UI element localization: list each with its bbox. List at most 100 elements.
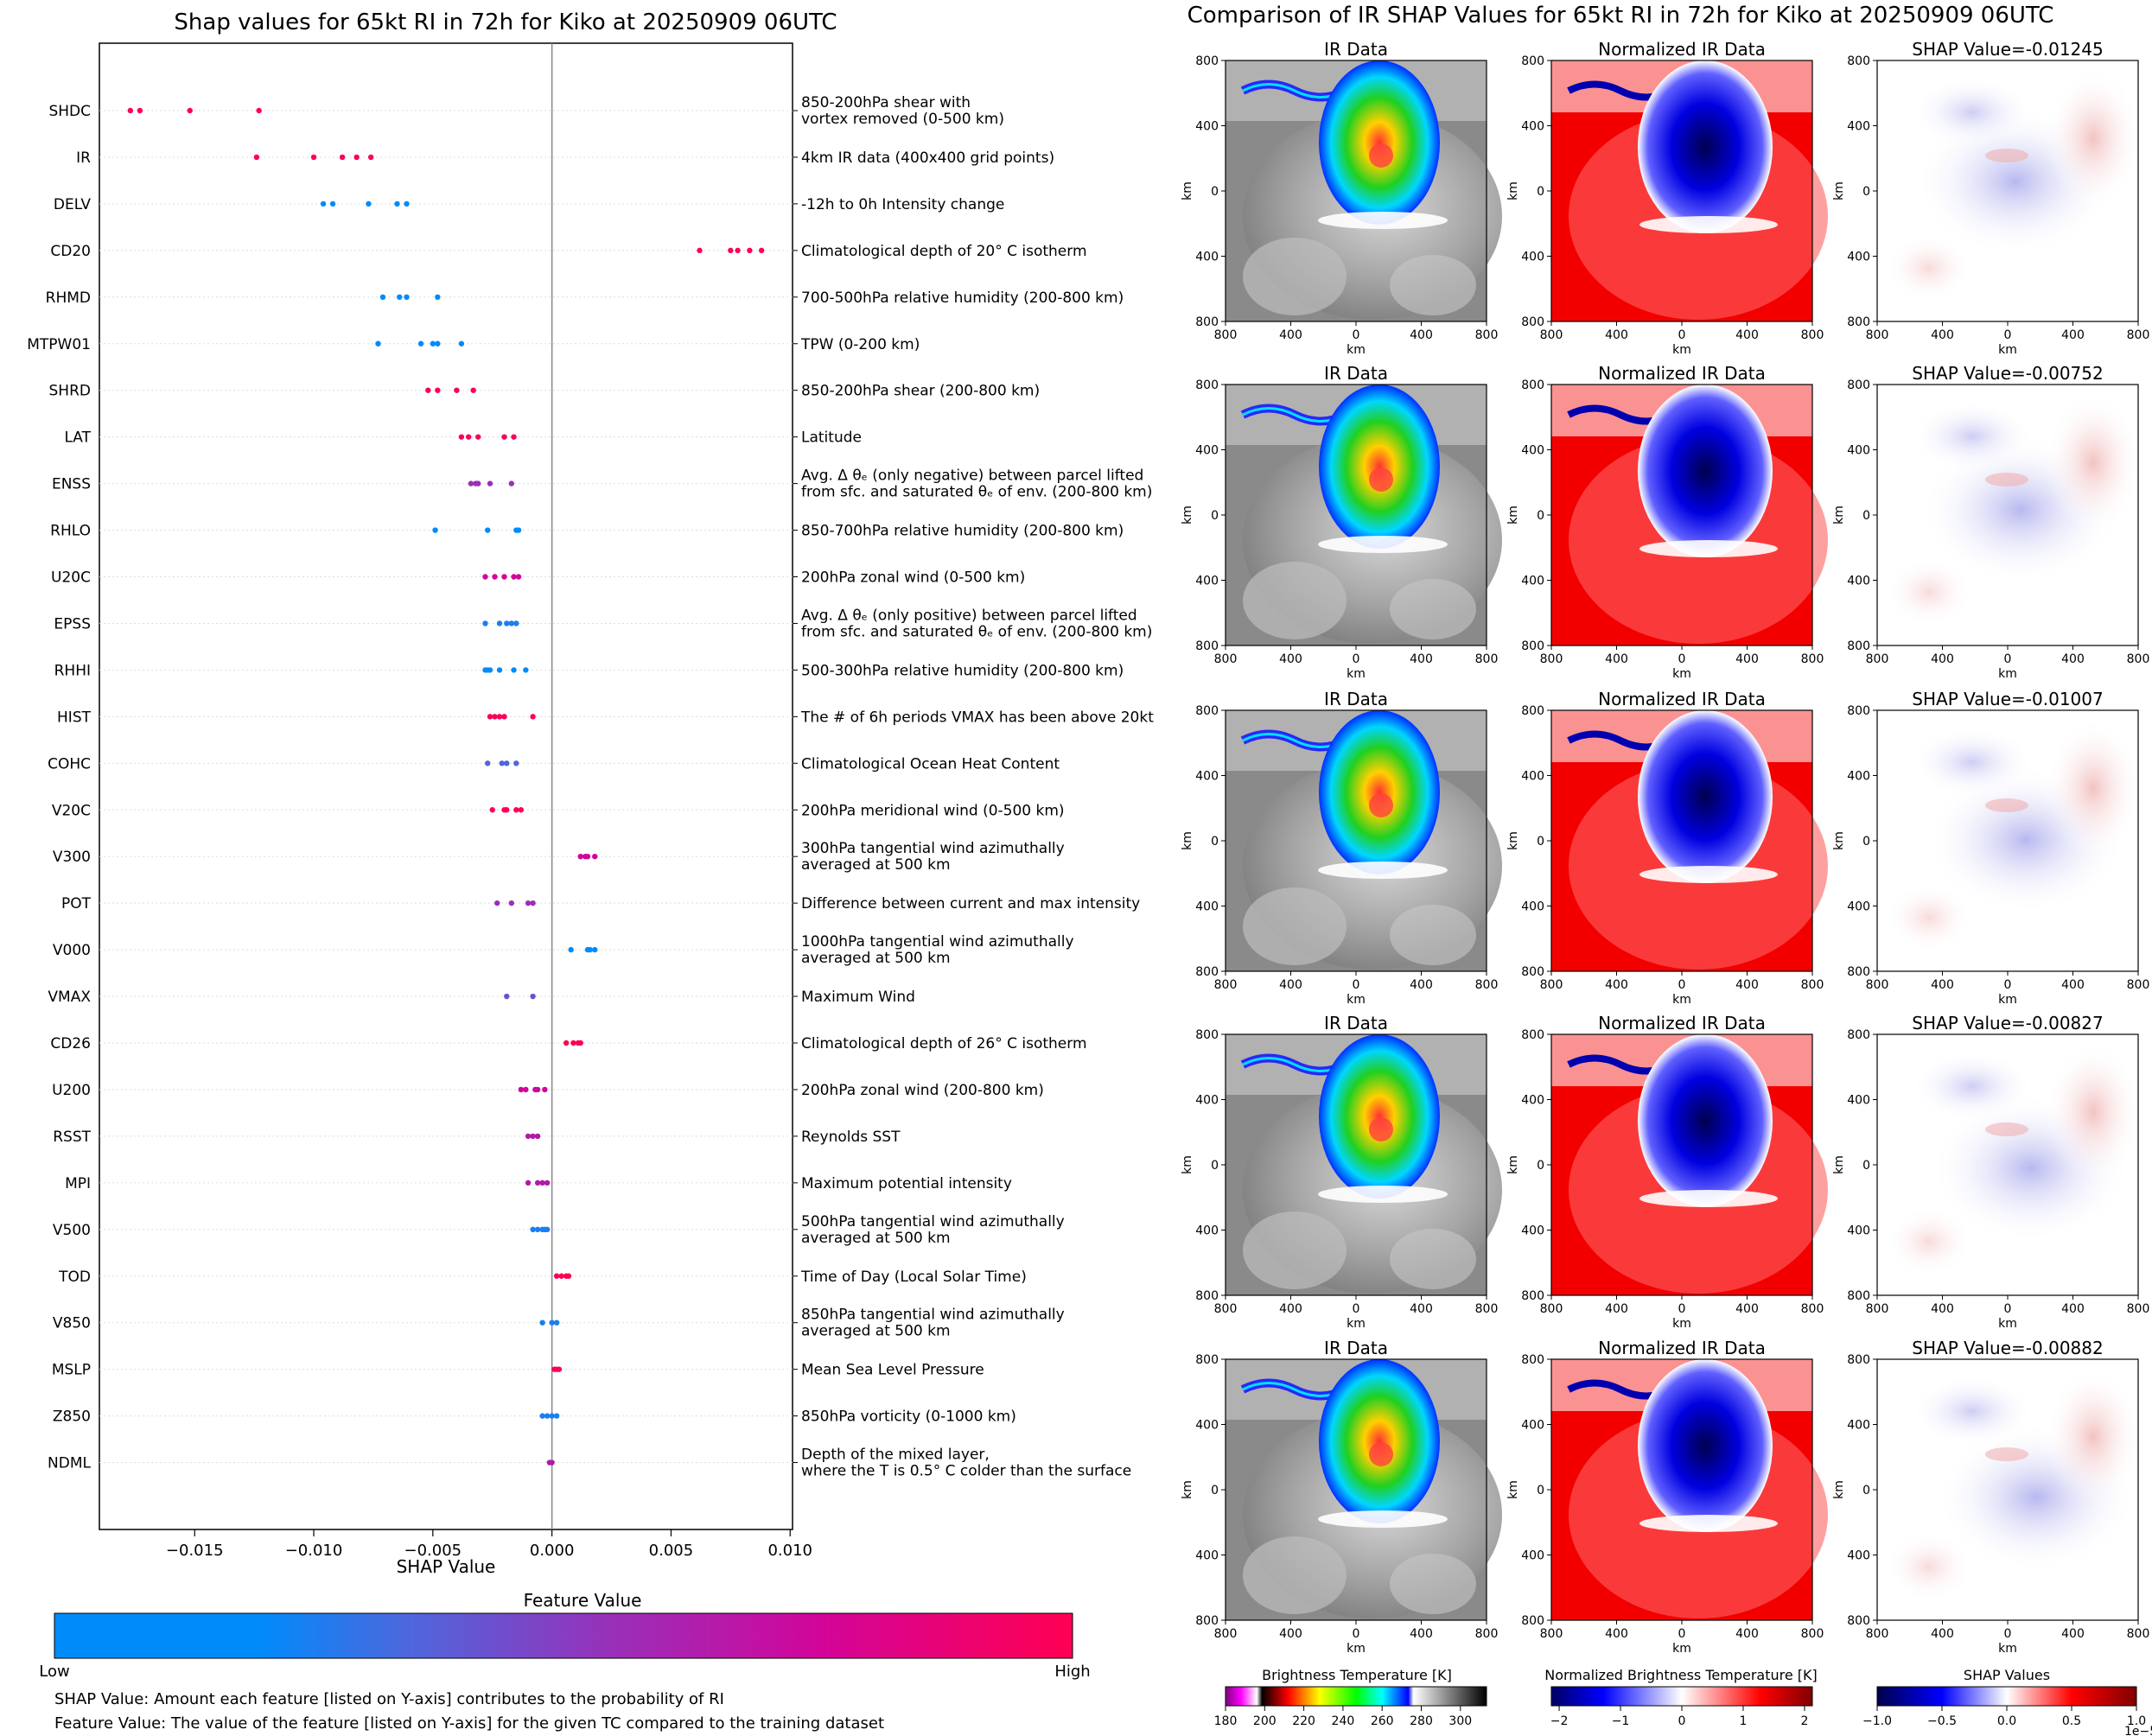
shap-point: [553, 1273, 560, 1279]
feature-description: -12h to 0h Intensity change: [801, 196, 1004, 213]
x-tick-label: 400: [2061, 1302, 2085, 1316]
y-tick-label: 800: [1847, 378, 1870, 392]
panel-title: IR Data: [1324, 39, 1388, 60]
cloud-field: [1390, 1229, 1476, 1289]
y-tick-label: 0: [1862, 1484, 1870, 1498]
shap-point: [404, 294, 410, 300]
norm-edge: [1639, 216, 1778, 233]
shap-point: [475, 434, 481, 440]
feature-name-label: EPSS: [54, 615, 91, 633]
x-tick-label: 400: [1605, 328, 1628, 342]
shap-point: [504, 620, 510, 626]
feature-name-label: RHLO: [50, 523, 91, 540]
cloud-edge: [1318, 1510, 1448, 1528]
shap-point: [496, 714, 503, 720]
panel-row: IR Data80080040040000400400800800kmkmNor…: [1181, 1013, 2149, 1331]
shap-point: [256, 107, 262, 114]
x-tick-label: 400: [1931, 652, 1954, 666]
x-tick-label: 400: [1931, 328, 1954, 342]
colorbar-tick-label: 280: [1410, 1714, 1433, 1728]
cloud-field: [1243, 1211, 1347, 1289]
shap-point: [530, 714, 536, 720]
feature-description: 850-700hPa relative humidity (200-800 km…: [801, 523, 1124, 540]
panel-row: IR Data80080040040000400400800800kmkmNor…: [1181, 1338, 2149, 1656]
storm-core: [1319, 1359, 1440, 1523]
x-tick-label: 400: [1605, 652, 1628, 666]
y-tick-label: 400: [1195, 575, 1219, 588]
shap-value-panel: SHAP Value=-0.00827800800400400004004008…: [1832, 1013, 2149, 1331]
norm-core: [1638, 1359, 1773, 1532]
y-tick-label: 800: [1847, 54, 1870, 68]
colorbar-tick-label: −1: [1612, 1714, 1630, 1728]
cloud-field: [1243, 238, 1347, 315]
y-tick-label: 800: [1195, 1028, 1219, 1042]
shap-point: [511, 667, 517, 673]
shap-point: [568, 946, 574, 953]
colorbar-tick-label: 0: [1678, 1714, 1686, 1728]
shap-point: [430, 340, 436, 347]
shap-point: [518, 807, 525, 813]
panel-title: IR Data: [1324, 363, 1388, 384]
shap-point: [253, 154, 260, 161]
feature-name-label: LAT: [64, 429, 91, 447]
shap-point: [553, 1413, 560, 1419]
x-tick-label: 800: [1540, 978, 1563, 992]
cloud-field: [1243, 1536, 1347, 1614]
shap-point: [435, 340, 441, 347]
colorbar-tick-label: −0.5: [1927, 1714, 1957, 1728]
x-axis-label: km: [1672, 1317, 1691, 1331]
shap-colorbar-title: SHAP Values: [1964, 1667, 2050, 1683]
shap-point: [728, 247, 734, 254]
feature-description: The # of 6h periods VMAX has been above …: [800, 709, 1154, 726]
y-tick-label: 400: [1195, 770, 1219, 784]
feature-description: Climatological depth of 20° C isotherm: [801, 243, 1087, 260]
y-tick-label: 400: [1521, 444, 1544, 458]
shap-point: [523, 1086, 529, 1093]
shap-positive-region: [2046, 393, 2141, 531]
colorbar-tick-label: −1.0: [1862, 1714, 1892, 1728]
norm-colorbar-title: Normalized Brightness Temperature [K]: [1544, 1667, 1818, 1683]
shap-values-colorbar: [1876, 1686, 2137, 1707]
x-axis-label: km: [1347, 993, 1366, 1007]
feature-name-label: HIST: [57, 709, 92, 726]
x-tick-label: 800: [1866, 652, 1889, 666]
plot-frame: [99, 42, 793, 1530]
x-tick-label: 400: [1735, 328, 1759, 342]
y-tick-label: 0: [1211, 509, 1219, 523]
shap-positive-region: [1985, 798, 2028, 812]
panel-title: SHAP Value=-0.00827: [1912, 1013, 2103, 1033]
feature-name-label: V500: [53, 1222, 91, 1239]
feature-description: 850-200hPa shear with: [801, 94, 971, 111]
feature-name-label: TOD: [58, 1269, 91, 1286]
shap-point: [501, 574, 507, 580]
y-axis-label: km: [1181, 181, 1194, 200]
shap-point: [397, 294, 403, 300]
feature-name-label: CD26: [50, 1035, 91, 1052]
feature-description: 850hPa tangential wind azimuthally: [801, 1307, 1065, 1324]
y-tick-label: 400: [1847, 900, 1870, 914]
feature-description: Maximum potential intensity: [801, 1175, 1012, 1192]
x-axis-label: km: [1672, 343, 1691, 357]
shap-point: [485, 527, 491, 533]
feature-name-label: RSST: [53, 1129, 91, 1146]
colorbar-tick-label: 0.0: [1997, 1714, 2016, 1728]
y-tick-label: 400: [1195, 1419, 1219, 1433]
shap-positive-region: [1985, 1447, 2028, 1461]
panel-title: Normalized IR Data: [1598, 1338, 1766, 1358]
x-tick-label: 400: [1279, 1302, 1302, 1316]
feature-name-label: V300: [53, 849, 91, 866]
shap-positive-region: [1886, 1532, 1972, 1601]
x-tick-label: 400: [1279, 328, 1302, 342]
norm-edge: [1639, 1515, 1778, 1532]
shap-point: [425, 387, 431, 393]
shap-point: [513, 807, 519, 813]
y-tick-label: 400: [1195, 1094, 1219, 1108]
y-tick-label: 800: [1521, 704, 1544, 718]
colorbar-tick-label: 2: [1800, 1714, 1808, 1728]
shap-point: [435, 387, 441, 393]
shap-point: [513, 620, 519, 626]
x-axis-label: km: [1998, 667, 2017, 681]
x-tick-label: 0: [1353, 1627, 1360, 1641]
feature-name-label: RHMD: [46, 289, 91, 307]
